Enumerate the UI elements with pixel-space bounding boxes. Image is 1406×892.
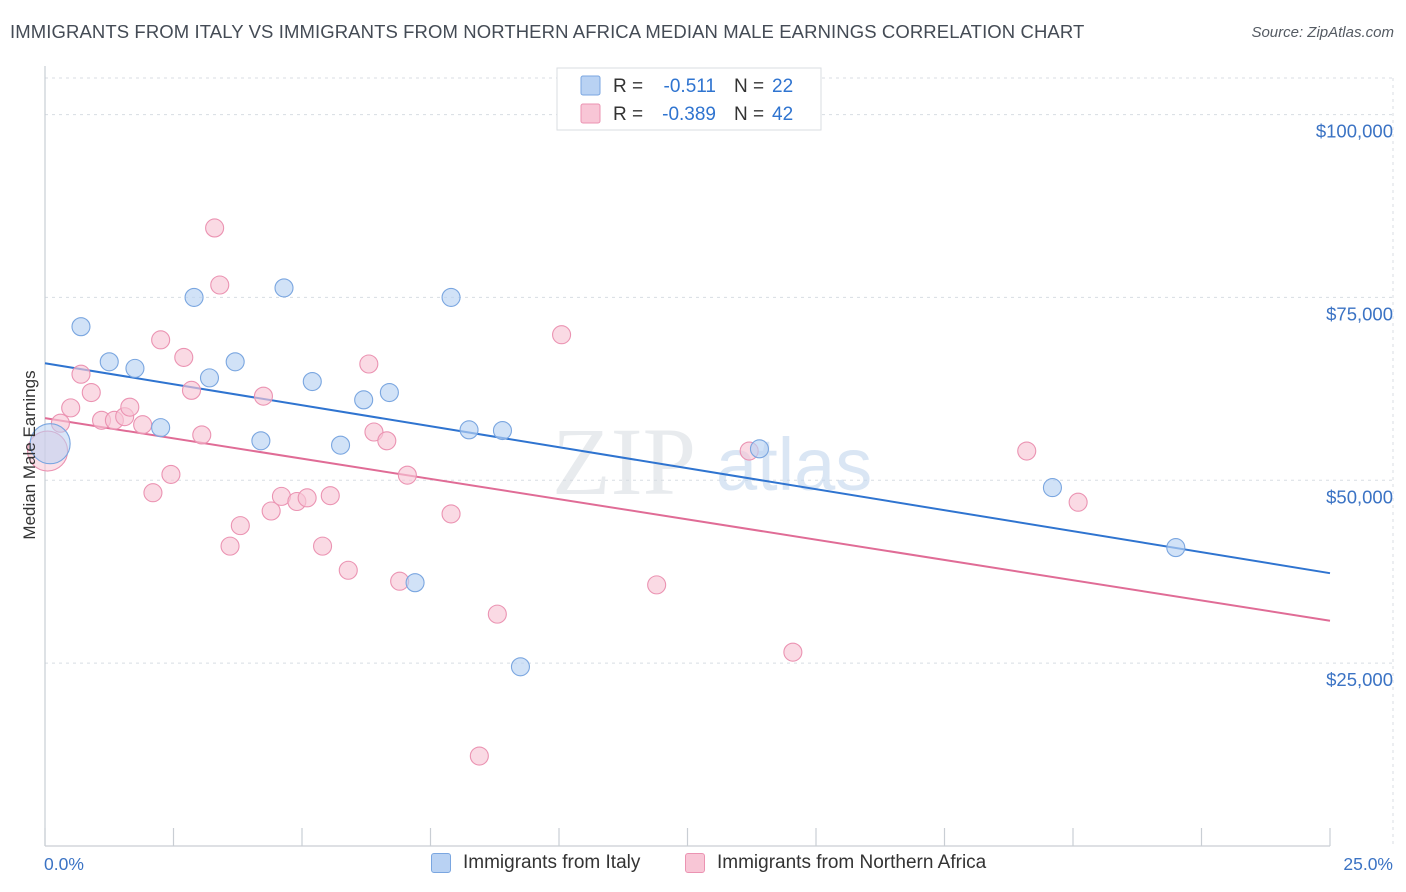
point-africa [174, 347, 194, 367]
point-africa [192, 425, 212, 445]
point-italy [459, 420, 479, 440]
legend-bottom-swatch-italy [431, 853, 451, 873]
legend-bottom-label-africa: Immigrants from Northern Africa [717, 852, 987, 873]
point-africa [552, 325, 572, 345]
source-credit: Source: ZipAtlas.com [1251, 24, 1394, 41]
point-africa [210, 275, 230, 295]
point-italy [274, 278, 294, 298]
point-africa [71, 364, 91, 384]
point-africa [469, 746, 489, 766]
point-italy [199, 368, 220, 388]
point-italy [441, 287, 461, 307]
point-italy [330, 435, 351, 455]
point-italy [99, 352, 119, 372]
point-africa [81, 382, 101, 403]
point-africa [441, 504, 461, 524]
point-italy [492, 420, 513, 441]
point-africa [230, 516, 250, 536]
watermark: ZIP atlas [552, 408, 872, 515]
point-italy [1042, 478, 1062, 498]
point-africa [320, 486, 340, 506]
point-italy [302, 371, 322, 392]
legend-n-value-italy: 22 [772, 76, 793, 97]
point-italy [225, 352, 245, 372]
legend-top: R = -0.511 N = 22 R = -0.389 N = 42 [556, 67, 822, 131]
point-africa [359, 354, 379, 374]
point-africa [181, 380, 202, 400]
y-tick-label: $50,000 [1326, 486, 1393, 507]
point-africa [397, 465, 417, 485]
point-africa [143, 483, 163, 503]
legend-box [556, 67, 822, 131]
point-africa [783, 642, 803, 662]
point-africa [61, 398, 81, 418]
point-africa [647, 575, 667, 595]
y-tick-label: $100,000 [1316, 121, 1393, 142]
legend-swatch-italy [580, 75, 601, 96]
legend-item-italy: Immigrants from Italy [431, 852, 640, 874]
point-africa [377, 431, 397, 451]
legend-bottom: Immigrants from Italy Immigrants from No… [0, 852, 1406, 878]
legend-item-africa: Immigrants from Northern Africa [685, 852, 986, 874]
grid-lines: $25,000 $50,000 $75,000 $100,000 [45, 77, 1394, 846]
point-italy [29, 423, 71, 465]
legend-r-value-africa: -0.389 [662, 104, 716, 125]
legend-n-value-africa: 42 [772, 104, 793, 125]
point-africa [297, 488, 317, 508]
legend-r-value-italy: -0.511 [664, 76, 716, 97]
y-axis-title: Median Male Earnings [20, 370, 39, 539]
watermark-atlas: atlas [716, 423, 872, 506]
point-africa [161, 464, 181, 484]
point-italy [71, 317, 91, 337]
point-italy [125, 358, 145, 378]
trend-line-africa [44, 417, 1331, 622]
point-africa [487, 604, 507, 624]
data-points [27, 218, 1186, 766]
legend-swatch-africa [580, 103, 601, 124]
point-italy [1166, 538, 1186, 558]
x-tick-label-max: 25.0% [1343, 854, 1393, 874]
point-africa [1068, 492, 1088, 512]
point-africa [220, 536, 240, 556]
point-italy [151, 418, 171, 438]
legend-r-label-africa: R = [613, 104, 643, 125]
point-africa [120, 397, 140, 417]
point-italy [749, 439, 770, 459]
point-italy [251, 431, 271, 451]
point-africa [313, 536, 333, 556]
point-africa [338, 560, 358, 580]
point-italy [379, 382, 399, 403]
point-italy [510, 657, 531, 677]
point-africa [253, 386, 274, 406]
point-africa [1017, 441, 1037, 461]
legend-bottom-swatch-africa [685, 853, 705, 873]
legend-bottom-label-italy: Immigrants from Italy [463, 852, 641, 873]
x-tick-label-min: 0.0% [44, 854, 84, 874]
legend-n-label-italy: N = [734, 76, 764, 97]
legend-n-label-africa: N = [734, 104, 764, 125]
point-africa [151, 330, 171, 350]
chart-title: IMMIGRANTS FROM ITALY VS IMMIGRANTS FROM… [10, 21, 1085, 42]
watermark-zip: ZIP [552, 408, 696, 515]
legend-r-label-italy: R = [613, 76, 643, 97]
point-italy [354, 390, 374, 410]
point-africa [261, 501, 281, 521]
point-africa [133, 415, 153, 435]
y-tick-label: $75,000 [1326, 303, 1393, 324]
point-africa [205, 218, 225, 238]
y-tick-label: $25,000 [1326, 669, 1393, 690]
point-italy [184, 287, 204, 307]
point-italy [405, 573, 425, 593]
